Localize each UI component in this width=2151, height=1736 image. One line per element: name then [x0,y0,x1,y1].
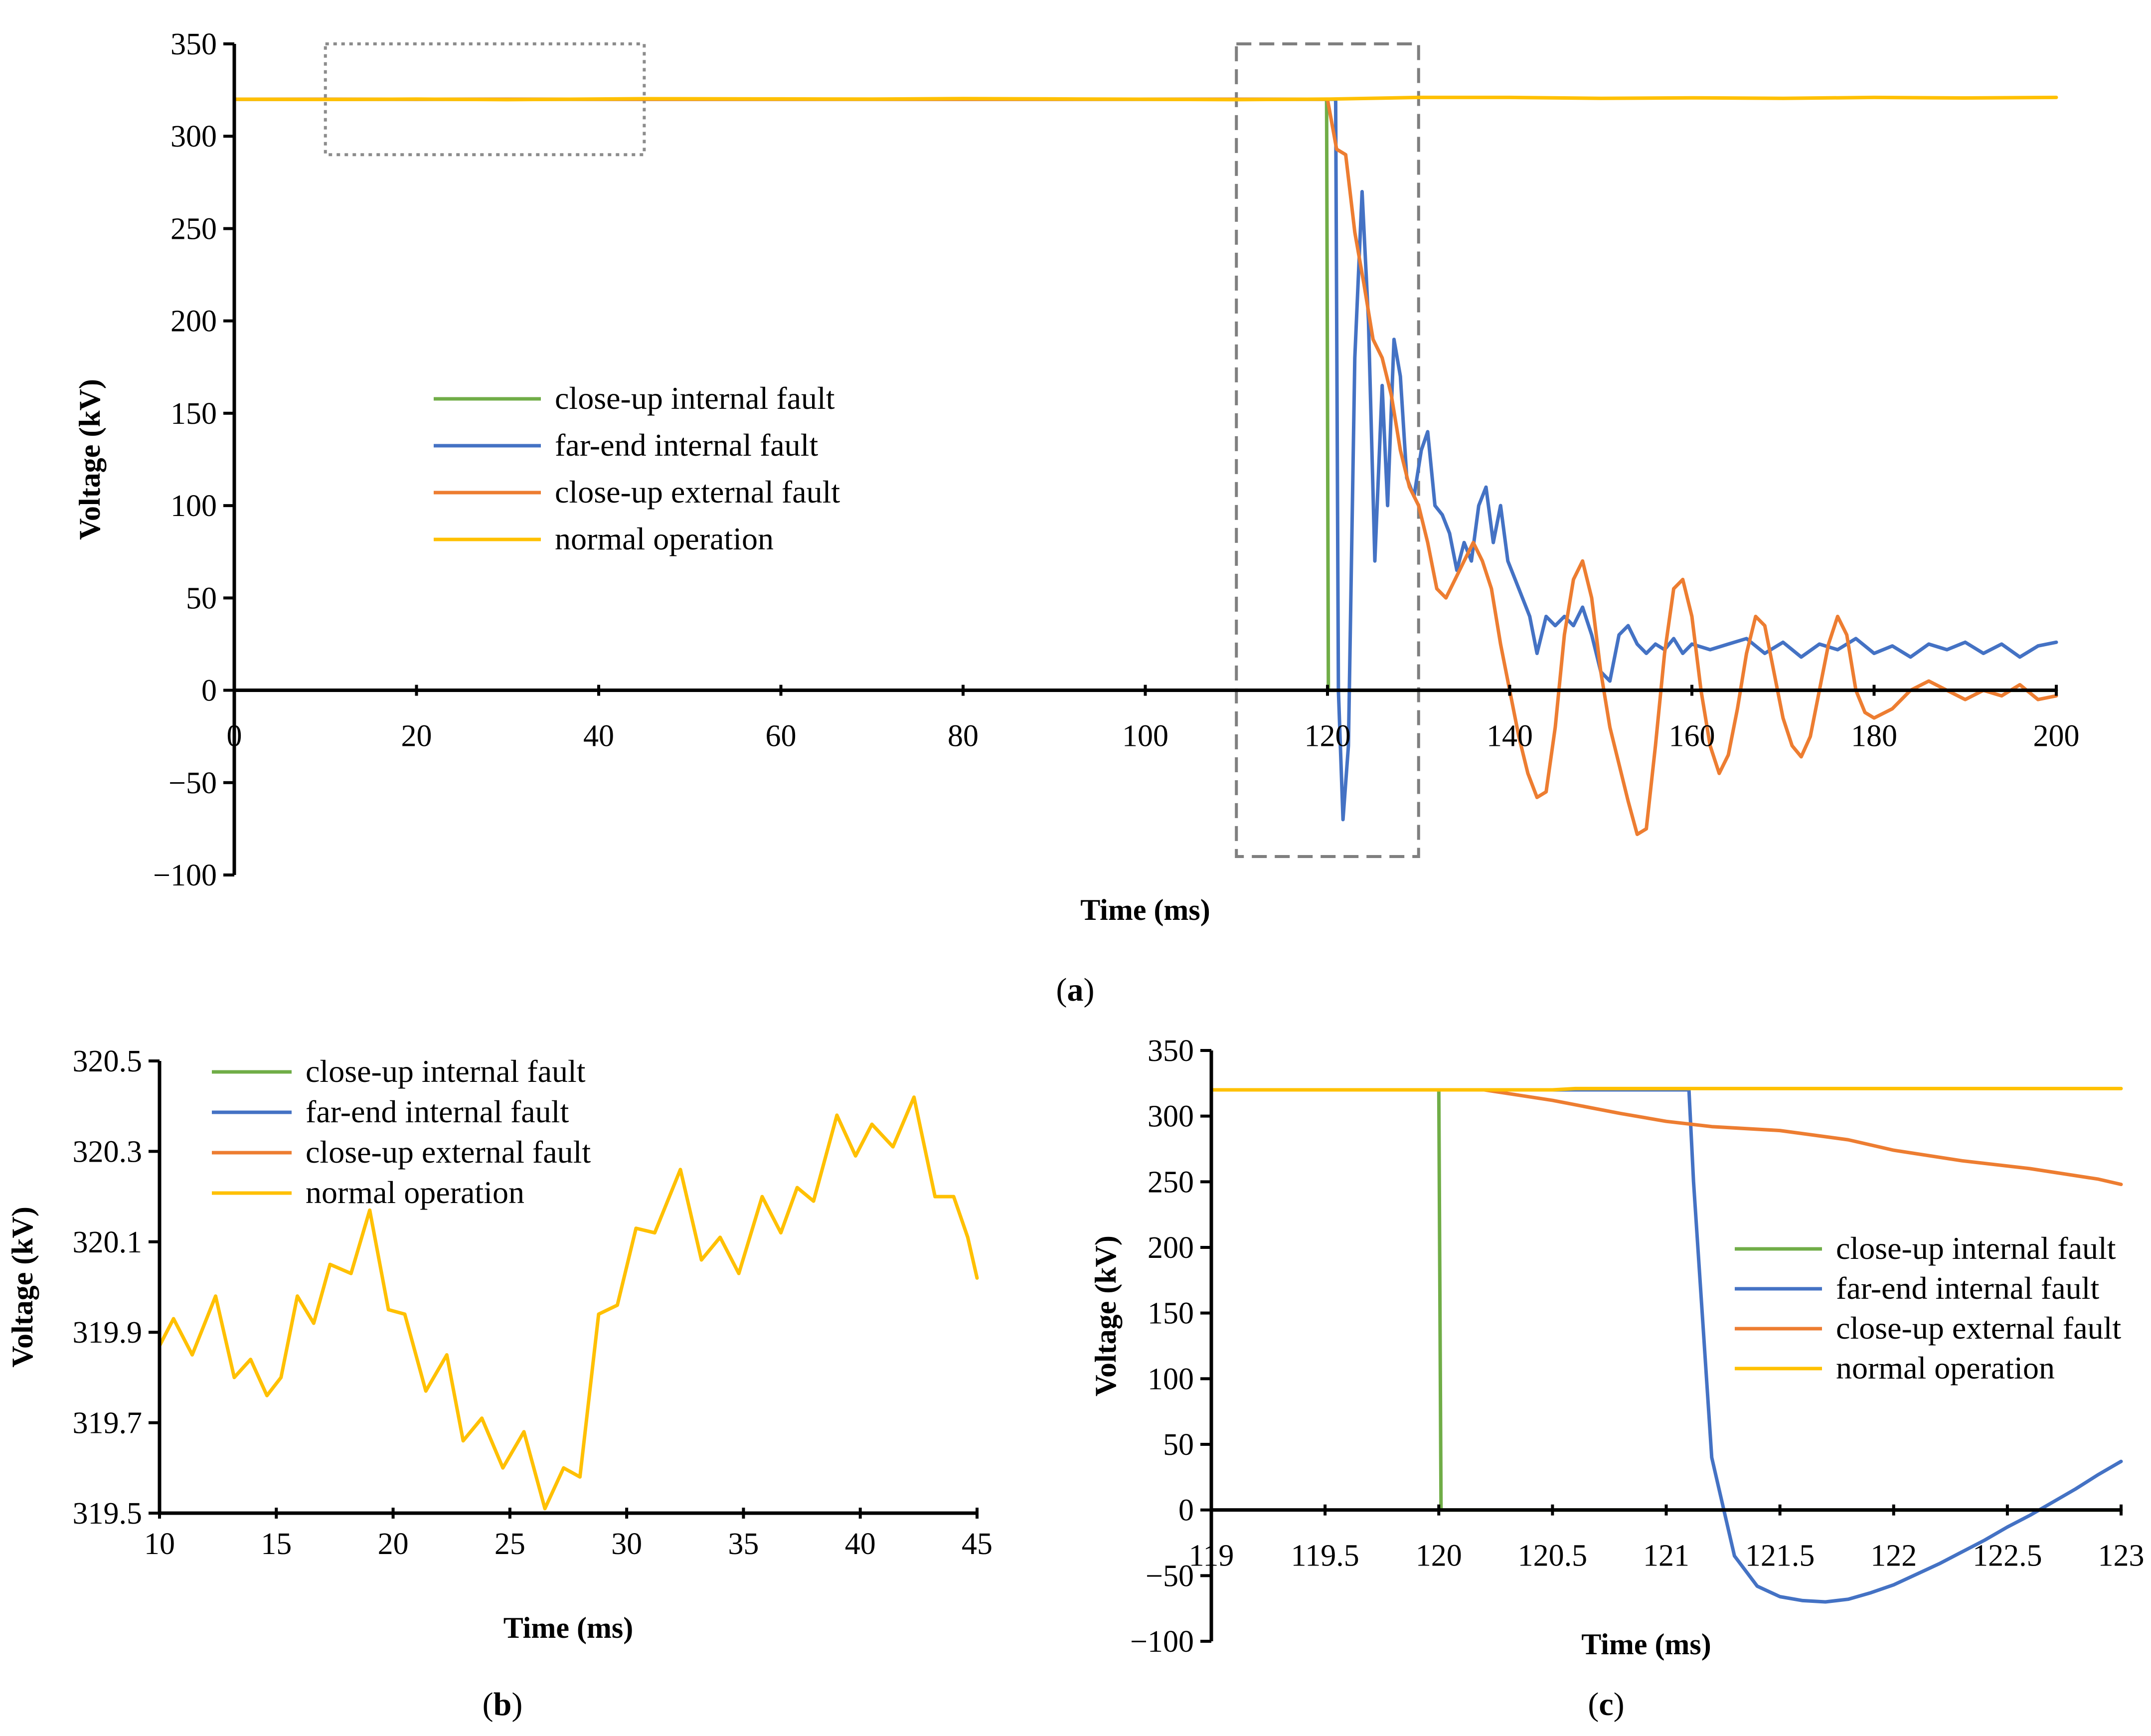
legend-entry: close-up internal fault [306,1053,586,1089]
y-tick-label: 250 [1148,1165,1194,1199]
chart-panel-c: −100 −50 0 50 100 150 200 250 300 350 119 119.5 120 1… [1089,1034,2145,1723]
chart-panel-a: −100 −50 0 50 100 150 200 250 300 350 0 20 40 60 80 100… [73,27,2080,1008]
y-tick-label: 250 [170,212,217,246]
x-tick-label: 30 [611,1527,642,1561]
x-tick-label: 120.5 [1518,1539,1588,1573]
x-tick-label: 120 [1416,1539,1462,1573]
x-tick-label: 40 [583,719,614,753]
y-tick-label: 50 [186,581,217,615]
x-tick-label: 180 [1851,719,1897,753]
y-axis-title: Voltage (kV) [6,1207,39,1368]
x-tick-label: 0 [227,719,242,753]
y-tick-label: 320.3 [73,1135,143,1169]
legend: close-up internal fault far-end internal … [434,380,840,556]
y-tick-label: −100 [1130,1625,1194,1659]
x-tick-label: 120 [1305,719,1351,753]
x-tick-label: 40 [845,1527,876,1561]
y-tick-label: 50 [1163,1428,1194,1462]
x-tick-label: 122 [1870,1539,1917,1573]
series-line-normal-operation [232,95,2058,102]
x-tick-label: 20 [401,719,432,753]
series-line-close-up-external-fault [232,97,2058,836]
series-line-normal-operation [158,1095,979,1511]
y-tick-label: 150 [170,397,217,431]
x-tick-label: 140 [1487,719,1533,753]
y-tick-label: 0 [201,674,217,708]
x-axis-title: Time (ms) [503,1611,634,1644]
y-tick-label: −50 [168,766,217,800]
x-axis-title: Time (ms) [1080,893,1210,926]
legend: close-up internal fault far-end internal … [1735,1230,2121,1386]
y-tick-label: 319.9 [73,1316,143,1350]
y-tick-label: 200 [1148,1231,1194,1265]
y-tick-label: −50 [1146,1559,1194,1593]
legend-entry: close-up internal fault [1836,1230,2116,1266]
x-tick-label: 160 [1669,719,1715,753]
y-tick-label: 319.5 [73,1497,143,1531]
x-tick-label: 45 [962,1527,993,1561]
x-tick-label: 121.5 [1745,1539,1815,1573]
y-tick-label: 350 [1148,1034,1194,1068]
panel-label: (b) [483,1686,523,1723]
legend-entry: normal operation [1836,1350,2055,1386]
series-line-far-end-internal-fault [232,97,2058,822]
y-tick-label: 150 [1148,1297,1194,1331]
x-tick-label: 80 [948,719,979,753]
x-tick-label: 123 [2098,1539,2145,1573]
chart-panel-b: 319.5 319.7 319.9 320.1 320.3 320.5 10 15 20 25 30… [6,1044,993,1723]
series-line-close-up-internal-fault [232,97,2058,693]
y-axis-title: Voltage (kV) [1089,1235,1122,1396]
panel-label: (c) [1588,1686,1624,1723]
series-line-close-up-external-fault [1209,1088,2123,1187]
legend-entry: far-end internal fault [306,1094,569,1129]
legend-entry: far-end internal fault [1836,1270,2099,1306]
y-tick-label: 200 [170,305,217,339]
y-tick-label: 319.7 [73,1406,143,1440]
x-tick-label: 60 [766,719,797,753]
x-tick-label: 100 [1122,719,1168,753]
y-tick-label: 100 [1148,1362,1194,1396]
y-tick-label: 0 [1178,1494,1194,1528]
x-tick-label: 15 [261,1527,292,1561]
legend-entry: far-end internal fault [555,427,818,463]
y-tick-label: 300 [170,120,217,154]
zoom-box-2 [1235,42,1420,858]
x-tick-label: 122.5 [1973,1539,2042,1573]
y-tick-label: 320.5 [73,1044,143,1078]
legend-entry: close-up internal fault [555,380,835,416]
x-tick-label: 20 [378,1527,409,1561]
y-tick-label: 100 [170,489,217,523]
x-tick-label: 25 [495,1527,525,1561]
series-line-far-end-internal-fault [1209,1088,2123,1604]
x-tick-label: 10 [144,1527,175,1561]
x-tick-label: 119 [1189,1539,1234,1573]
y-tick-label: −100 [153,859,217,892]
legend-entry: close-up external fault [306,1134,591,1170]
y-tick-label: 320.1 [73,1225,143,1259]
legend-entry: normal operation [306,1175,524,1210]
y-tick-label: 350 [170,27,217,61]
x-tick-label: 200 [2033,719,2080,753]
panel-label: (a) [1056,972,1095,1008]
y-tick-label: 300 [1148,1100,1194,1134]
legend: close-up internal fault far-end internal … [212,1053,591,1210]
legend-entry: close-up external fault [555,474,840,510]
x-axis-title: Time (ms) [1581,1628,1711,1661]
x-tick-label: 119.5 [1291,1539,1359,1573]
x-tick-label: 35 [728,1527,759,1561]
series-line-normal-operation [1209,1086,2123,1092]
legend-entry: close-up external fault [1836,1310,2121,1346]
legend-entry: normal operation [555,521,774,556]
x-tick-label: 121 [1643,1539,1689,1573]
y-axis-title: Voltage (kV) [73,379,106,540]
